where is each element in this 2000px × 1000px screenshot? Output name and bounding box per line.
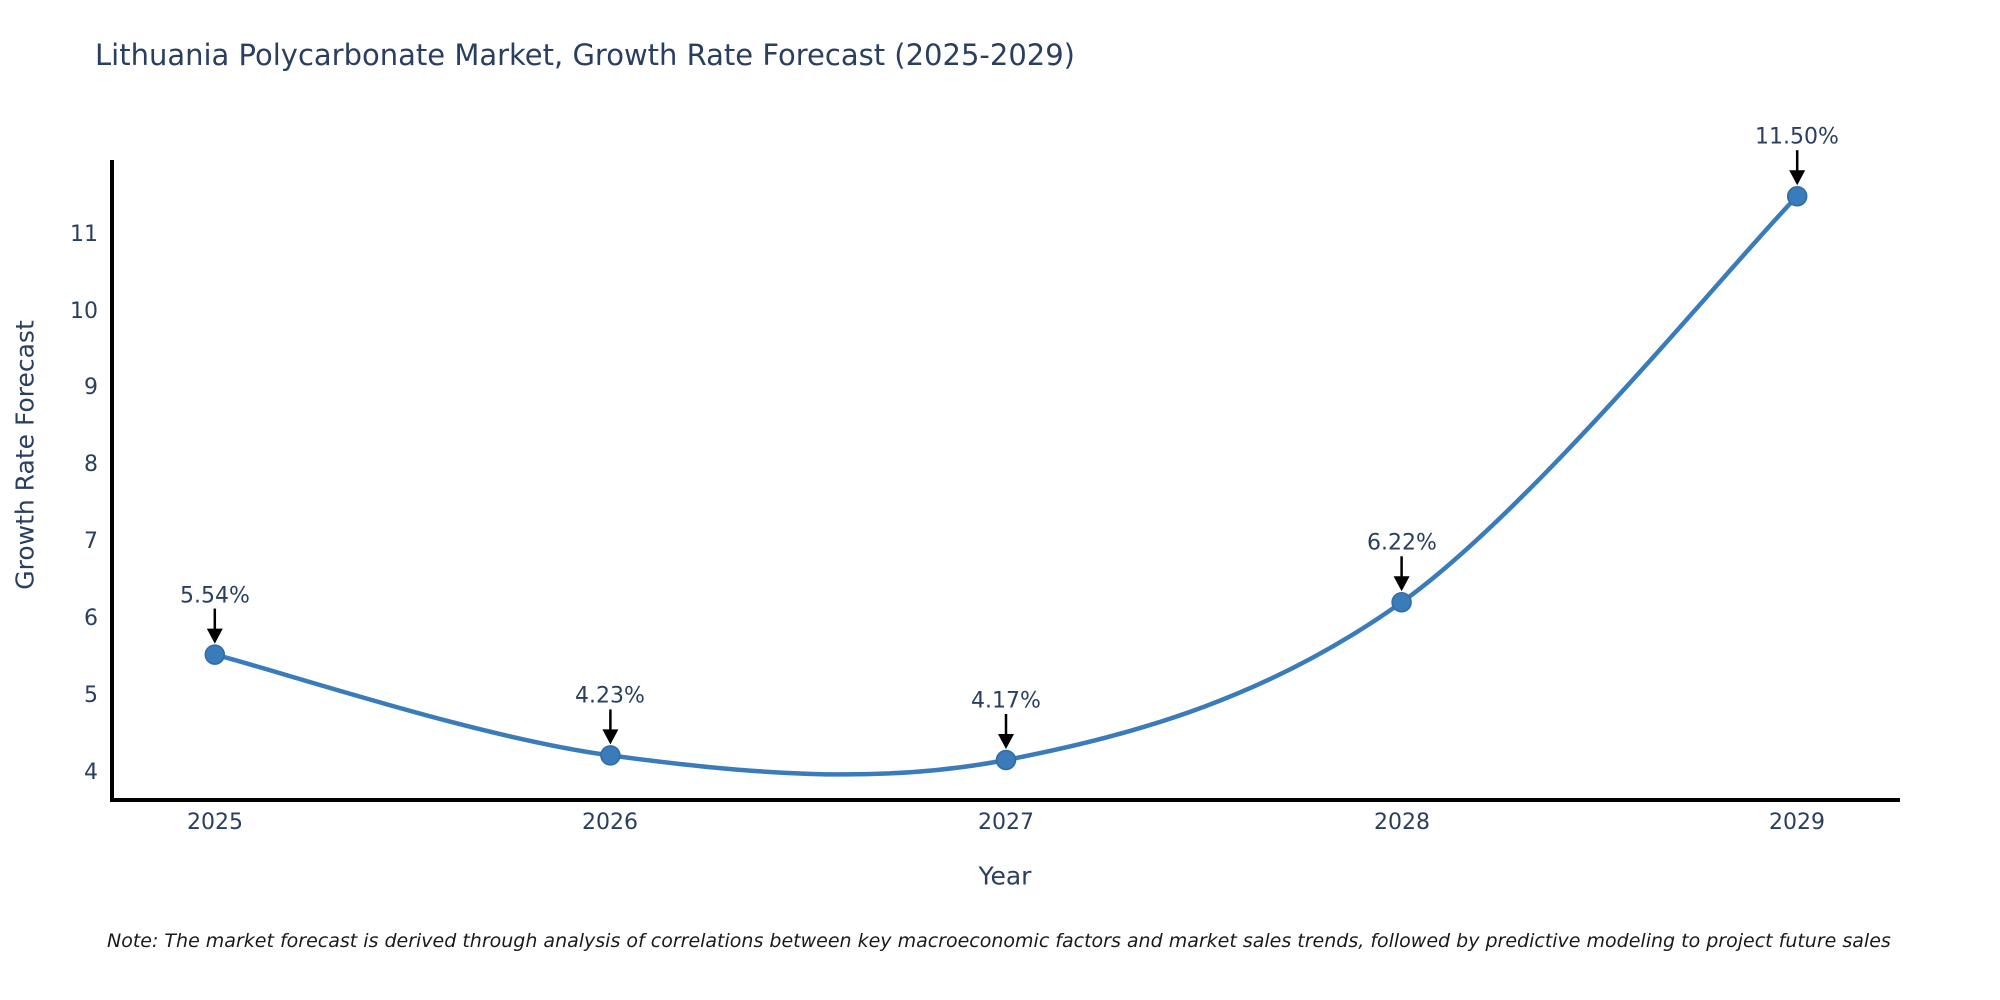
chart-title: Lithuania Polycarbonate Market, Growth R… [95, 38, 1075, 72]
y-tick-label: 11 [70, 222, 98, 247]
y-tick-label: 5 [84, 683, 98, 708]
y-tick-label: 6 [84, 606, 98, 631]
data-point-annotation: 6.22% [1367, 530, 1437, 556]
line-series [214, 194, 1799, 777]
annotation-arrowhead-icon [998, 734, 1014, 749]
data-point-marker [600, 745, 621, 766]
annotation-arrowhead-icon [1789, 170, 1806, 186]
axis-spines [110, 160, 1900, 802]
y-tick-label: 7 [84, 529, 98, 554]
x-axis-title: Year [978, 861, 1032, 891]
x-tick-label: 2029 [1769, 810, 1825, 835]
data-point-annotation: 4.23% [575, 683, 645, 709]
data-point-marker [1391, 592, 1412, 613]
footnote: Note: The market forecast is derived thr… [107, 930, 1891, 952]
x-tick-label: 2026 [582, 810, 638, 835]
y-tick-label: 8 [84, 452, 98, 477]
x-tick-label: 2028 [1374, 810, 1430, 835]
annotation-arrowhead-icon [206, 628, 223, 644]
y-axis-title: Growth Rate Forecast [10, 320, 40, 590]
annotation-arrowhead-icon [602, 729, 619, 745]
data-point-annotation: 11.50% [1755, 124, 1839, 150]
data-point-marker [995, 749, 1017, 771]
y-tick-label: 9 [84, 375, 98, 400]
data-point-marker [1786, 185, 1808, 207]
annotation-arrowhead-icon [1393, 576, 1410, 592]
data-point-annotation: 4.17% [971, 688, 1041, 714]
x-tick-label: 2027 [978, 810, 1034, 835]
data-point-marker [204, 644, 226, 665]
x-tick-label: 2025 [187, 810, 243, 835]
y-tick-label: 4 [84, 760, 98, 785]
data-point-annotation: 5.54% [180, 583, 250, 609]
y-tick-label: 10 [70, 299, 98, 324]
